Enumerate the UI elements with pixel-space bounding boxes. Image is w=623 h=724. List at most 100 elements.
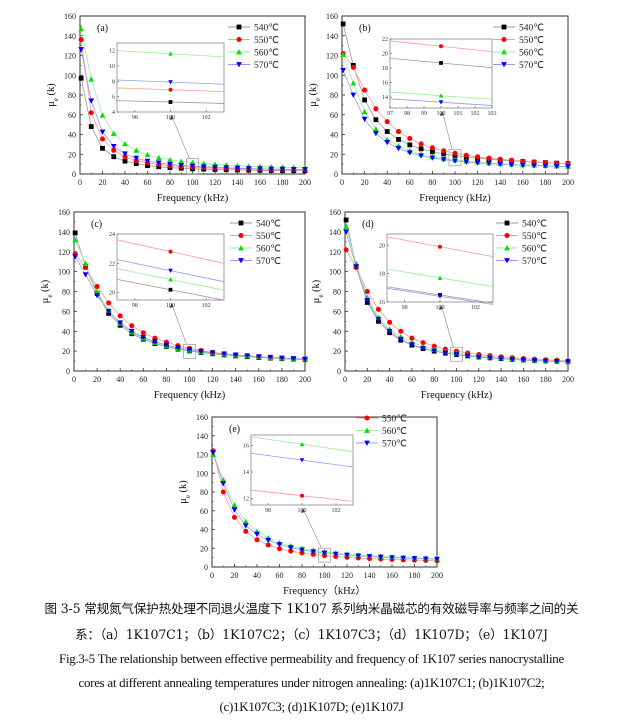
x-tick-label: 0 (78, 178, 82, 187)
data-point-570 (209, 350, 216, 356)
x-tick-label: 120 (207, 375, 219, 384)
x-axis-label: Frequency (kHz) (157, 193, 229, 204)
data-point-570 (453, 352, 460, 358)
y-tick-label: 140 (58, 228, 70, 237)
data-point-570 (366, 554, 373, 560)
inset-x-tick-label: 98 (132, 303, 138, 309)
inset-y-tick-label: 10 (109, 64, 115, 70)
data-point-550 (129, 323, 135, 329)
inset-x-tick-label: 98 (404, 111, 410, 117)
inset-y-tick-label: 12 (243, 496, 249, 502)
data-point-570 (386, 328, 393, 335)
x-tick-label: 100 (449, 178, 461, 187)
inset-x-tick-label: 102 (202, 115, 211, 121)
x-tick-label: 80 (298, 571, 306, 580)
data-point-570 (498, 356, 504, 362)
data-point-570 (82, 272, 89, 278)
data-point-570 (332, 551, 339, 558)
inset-x-tick-label: 102 (471, 305, 480, 311)
data-point-550 (409, 335, 415, 341)
x-tick-label: 80 (166, 178, 174, 187)
data-point-570 (420, 345, 426, 352)
inset-pointer-line (303, 510, 322, 549)
y-axis-label-mu: μ (311, 297, 322, 303)
data-point-570 (257, 166, 263, 172)
inset-data-point-570 (168, 80, 173, 85)
series-group (72, 230, 308, 363)
x-tick-label: 120 (341, 571, 353, 580)
y-axis-label-unit: (k) (178, 480, 189, 495)
data-point-550 (88, 110, 94, 116)
x-tick-label: 60 (139, 375, 147, 384)
data-point-570 (406, 150, 413, 156)
inset-pointer-line (442, 113, 453, 150)
y-tick-label: 60 (200, 507, 208, 516)
x-tick-label: 100 (319, 571, 331, 580)
y-axis-label: μe (k) (40, 279, 54, 303)
inset-plot: 97 98 99 100 101 102 103 14 16 18 20 22 (382, 37, 497, 117)
y-tick-label: 20 (62, 347, 70, 356)
y-tick-label: 100 (196, 469, 208, 478)
legend-label: 560℃ (522, 245, 547, 255)
inset-pointer-arrowhead (301, 508, 305, 513)
data-point-570 (276, 542, 283, 548)
y-tick-label: 100 (58, 268, 70, 277)
data-point-550 (78, 37, 84, 43)
x-tick-label: 160 (386, 571, 398, 580)
legend-label: 570℃ (522, 257, 547, 267)
data-point-560 (78, 25, 85, 32)
data-point-550 (350, 64, 356, 70)
data-point-570 (565, 359, 571, 365)
data-point-550 (508, 157, 515, 163)
x-tick-label: 200 (431, 571, 443, 580)
data-point-570 (245, 166, 252, 172)
legend-label: 570℃ (382, 440, 407, 450)
legend-label: 550℃ (382, 415, 407, 425)
data-point-560 (88, 76, 95, 82)
data-point-570 (361, 116, 368, 123)
data-point-550 (288, 548, 294, 554)
data-point-550 (429, 145, 435, 151)
inset-y-tick-label: 20 (382, 52, 388, 58)
inset-x-tick-label: 98 (132, 115, 138, 121)
x-tick-label: 40 (383, 178, 391, 187)
y-axis-label-sub: e (52, 98, 60, 101)
y-tick-label: 0 (72, 170, 76, 179)
data-point-570 (429, 155, 436, 161)
data-point-570 (475, 354, 482, 360)
data-point-570 (375, 316, 382, 323)
y-tick-label: 120 (329, 248, 341, 257)
data-point-570 (553, 359, 560, 365)
legend-label: 540℃ (256, 220, 281, 230)
data-point-540 (133, 161, 139, 167)
chart-b: 0 20 40 60 80 100 120 140 160 180 200 0 20 40 60 80 100 1… (308, 12, 574, 204)
inset-x-tick-label: 100 (166, 303, 175, 309)
data-point-570 (395, 145, 402, 152)
data-point-570 (373, 131, 379, 137)
inset-x-tick-label: 98 (402, 305, 408, 311)
x-tick-label: 120 (209, 178, 221, 187)
y-tick-label: 40 (200, 526, 208, 535)
data-point-540 (396, 137, 401, 142)
data-point-570 (88, 98, 95, 104)
data-point-550 (407, 135, 413, 141)
data-point-570 (431, 348, 438, 354)
data-point-550 (117, 313, 123, 319)
x-tick-label: 40 (386, 375, 394, 384)
data-point-570 (242, 523, 249, 529)
x-tick-label: 140 (495, 375, 507, 384)
legend-marker-540 (236, 24, 242, 30)
data-point-560 (110, 130, 117, 136)
y-axis-label: μe (k) (46, 83, 60, 107)
chart-e: 0 20 40 60 80 100 120 140 160 180 200 0 20 40 60 80 100 1… (178, 413, 443, 597)
y-tick-label: 60 (68, 111, 76, 120)
x-tick-label: 20 (363, 375, 371, 384)
x-axis-label: Frequency (kHz) (421, 390, 493, 401)
inset-data-point-560 (438, 93, 444, 98)
data-point-550 (384, 119, 390, 125)
data-point-570 (542, 358, 549, 364)
y-axis-label-sub: e (46, 295, 54, 298)
inset-data-point-570 (437, 294, 443, 299)
data-point-570 (167, 162, 173, 168)
data-point-540 (418, 146, 424, 152)
